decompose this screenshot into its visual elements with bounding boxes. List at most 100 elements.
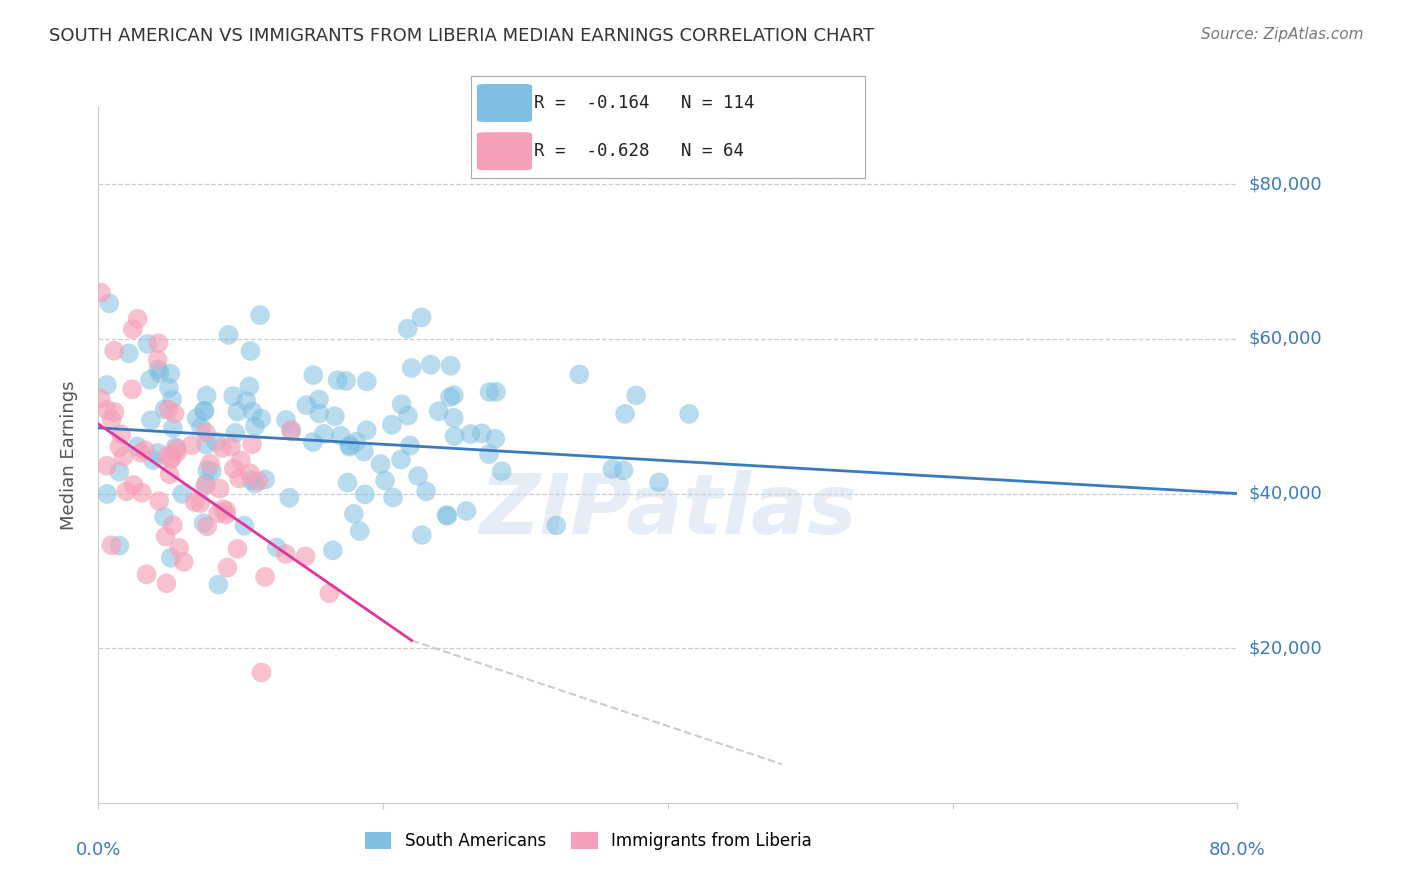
Point <box>228 471 250 485</box>
Point <box>436 508 458 522</box>
Point <box>326 373 349 387</box>
Point <box>201 464 224 478</box>
Point <box>89 392 111 406</box>
Point <box>274 547 297 561</box>
Point <box>240 473 263 487</box>
Point <box>217 560 239 574</box>
Text: $80,000: $80,000 <box>1249 176 1322 194</box>
Point <box>155 529 177 543</box>
Point <box>443 388 465 402</box>
Point <box>391 397 413 411</box>
Point <box>401 361 423 376</box>
Point <box>302 368 325 383</box>
Point <box>136 337 159 351</box>
Text: R =  -0.164   N = 114: R = -0.164 N = 114 <box>534 94 755 112</box>
Point <box>648 475 671 490</box>
Point <box>195 437 218 451</box>
Point <box>127 440 149 454</box>
Point <box>134 443 156 458</box>
Point <box>96 458 118 473</box>
Point <box>129 445 152 459</box>
Point <box>215 503 238 517</box>
Point <box>254 570 277 584</box>
Point <box>112 450 135 464</box>
Point <box>156 449 179 463</box>
Point <box>188 496 211 510</box>
Point <box>344 434 367 449</box>
Point <box>353 444 375 458</box>
Point <box>110 427 132 442</box>
Point <box>485 384 508 399</box>
Point <box>471 426 494 441</box>
Point <box>411 310 433 325</box>
Point <box>382 491 405 505</box>
Point <box>195 463 218 477</box>
Point <box>222 461 245 475</box>
Point <box>396 322 419 336</box>
Point <box>349 524 371 538</box>
Point <box>149 366 172 380</box>
Point <box>142 453 165 467</box>
Point <box>356 423 378 437</box>
Point <box>238 379 260 393</box>
Point <box>278 491 301 505</box>
Point <box>186 411 208 425</box>
Point <box>274 413 297 427</box>
Point <box>370 457 392 471</box>
Point <box>193 516 215 531</box>
Point <box>295 398 318 412</box>
Point <box>139 413 162 427</box>
Point <box>194 404 217 418</box>
Point <box>157 402 180 417</box>
Point <box>194 479 217 493</box>
Point <box>243 476 266 491</box>
Point <box>100 538 122 552</box>
Point <box>135 567 157 582</box>
Point <box>266 541 288 555</box>
Point <box>335 374 357 388</box>
Point <box>108 539 131 553</box>
Point <box>406 469 429 483</box>
Text: $20,000: $20,000 <box>1249 640 1322 657</box>
Point <box>100 412 122 426</box>
Point <box>180 438 202 452</box>
Point <box>208 482 231 496</box>
Point <box>183 495 205 509</box>
Point <box>243 419 266 434</box>
Point <box>90 285 112 300</box>
Y-axis label: Median Earnings: Median Earnings <box>59 380 77 530</box>
Point <box>146 352 169 367</box>
Point <box>280 425 302 439</box>
Point <box>103 343 125 358</box>
Point <box>240 437 263 451</box>
Point <box>160 392 183 407</box>
Point <box>148 336 170 351</box>
Text: $40,000: $40,000 <box>1249 484 1322 502</box>
Point <box>108 465 131 479</box>
Text: ZIPatlas: ZIPatlas <box>479 470 856 551</box>
Text: 0.0%: 0.0% <box>76 841 121 859</box>
Point <box>195 389 218 403</box>
Point <box>160 452 183 467</box>
Point <box>121 382 143 396</box>
Point <box>131 485 153 500</box>
Point <box>103 405 125 419</box>
Text: Source: ZipAtlas.com: Source: ZipAtlas.com <box>1201 27 1364 42</box>
Point <box>115 484 138 499</box>
Point <box>484 432 506 446</box>
Point <box>159 467 181 482</box>
Point <box>146 362 169 376</box>
Point <box>250 665 273 680</box>
Point <box>242 405 264 419</box>
Point <box>190 420 212 434</box>
Point <box>195 476 218 491</box>
Point <box>381 417 404 432</box>
Point <box>329 428 352 442</box>
Legend: South Americans, Immigrants from Liberia: South Americans, Immigrants from Liberia <box>359 826 818 857</box>
Point <box>148 494 170 508</box>
Text: R =  -0.628   N = 64: R = -0.628 N = 64 <box>534 142 744 161</box>
Point <box>396 409 419 423</box>
Point <box>165 440 187 454</box>
Point <box>198 457 221 471</box>
Point <box>239 467 262 481</box>
